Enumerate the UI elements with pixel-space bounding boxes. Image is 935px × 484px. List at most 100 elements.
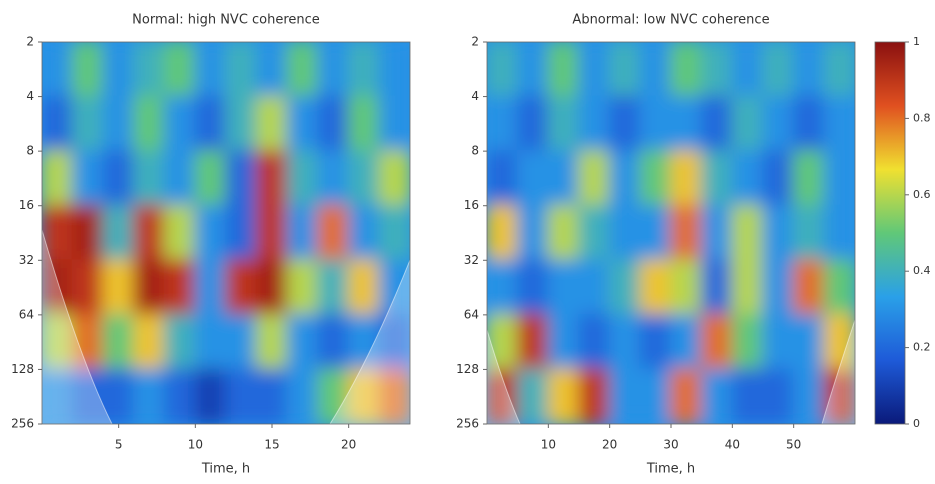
heat-cell bbox=[71, 150, 105, 207]
heat-cell bbox=[194, 368, 227, 424]
y-tick-label: 128 bbox=[456, 362, 479, 376]
heat-cell bbox=[823, 313, 855, 371]
heat-cell bbox=[670, 368, 703, 424]
heat-cell bbox=[317, 368, 350, 424]
heat-cell bbox=[71, 259, 105, 316]
heat-cell bbox=[670, 42, 703, 98]
heat-cell bbox=[286, 313, 319, 371]
heat-cell bbox=[317, 259, 350, 316]
y-tick-label: 32 bbox=[464, 253, 479, 267]
heat-cell bbox=[792, 368, 826, 424]
heat-cell bbox=[700, 259, 734, 316]
heat-cell bbox=[823, 42, 855, 98]
heat-cell bbox=[670, 95, 703, 153]
y-tick-label: 8 bbox=[26, 144, 34, 158]
colorbar-tick-label: 0.4 bbox=[913, 264, 931, 277]
heat-cell bbox=[670, 313, 703, 371]
heat-cell bbox=[516, 259, 550, 316]
heat-cell bbox=[700, 204, 734, 262]
y-tick-label: 4 bbox=[471, 89, 479, 103]
heat-cell bbox=[225, 313, 258, 371]
heat-cell bbox=[762, 42, 795, 98]
heat-cell bbox=[286, 259, 319, 316]
heatmap-clip bbox=[42, 42, 410, 424]
heat-cell bbox=[700, 368, 734, 424]
y-tick-label: 128 bbox=[11, 362, 34, 376]
heatmap bbox=[42, 42, 410, 424]
heat-cell bbox=[547, 259, 580, 316]
heat-cell bbox=[42, 42, 74, 98]
heat-cell bbox=[608, 42, 642, 98]
heat-cell bbox=[225, 42, 258, 98]
heat-cell bbox=[547, 204, 580, 262]
colorbar-tick-label: 0.2 bbox=[913, 341, 931, 354]
x-tick-label: 10 bbox=[541, 438, 556, 452]
heat-cell bbox=[578, 368, 611, 424]
colorbar-tick-label: 0.8 bbox=[913, 111, 931, 124]
heat-cell bbox=[378, 95, 410, 153]
heat-cell bbox=[163, 150, 197, 207]
heat-cell bbox=[102, 42, 135, 98]
heat-cell bbox=[608, 259, 642, 316]
heat-cell bbox=[347, 259, 381, 316]
heat-cell bbox=[487, 204, 519, 262]
x-tick-label: 10 bbox=[188, 438, 203, 452]
heat-cell bbox=[731, 204, 764, 262]
heat-cell bbox=[792, 313, 826, 371]
heat-cell bbox=[317, 42, 350, 98]
y-tick-label: 2 bbox=[26, 35, 34, 49]
y-tick-label: 16 bbox=[19, 198, 34, 212]
heat-cell bbox=[317, 204, 350, 262]
heat-cell bbox=[547, 42, 580, 98]
heat-cell bbox=[487, 95, 519, 153]
heat-cell bbox=[792, 150, 826, 207]
heat-cell bbox=[670, 150, 703, 207]
heat-cell bbox=[547, 150, 580, 207]
heat-cell bbox=[133, 368, 166, 424]
heat-cell bbox=[194, 150, 227, 207]
heat-cell bbox=[255, 368, 289, 424]
heat-cell bbox=[516, 150, 550, 207]
heat-cell bbox=[347, 95, 381, 153]
y-tick-label: 8 bbox=[471, 144, 479, 158]
y-tick-label: 16 bbox=[464, 198, 479, 212]
heat-cell bbox=[225, 150, 258, 207]
heat-cell bbox=[731, 42, 764, 98]
heat-cell bbox=[225, 204, 258, 262]
x-tick-label: 20 bbox=[602, 438, 617, 452]
y-tick-label: 64 bbox=[464, 307, 479, 321]
colorbar-tick-label: 0.6 bbox=[913, 188, 931, 201]
x-tick-label: 20 bbox=[341, 438, 356, 452]
heat-cell bbox=[487, 150, 519, 207]
heat-cell bbox=[378, 204, 410, 262]
heat-cell bbox=[347, 42, 381, 98]
heat-cell bbox=[347, 150, 381, 207]
heat-cell bbox=[347, 204, 381, 262]
heat-cell bbox=[762, 204, 795, 262]
heat-cell bbox=[823, 204, 855, 262]
heat-cell bbox=[255, 95, 289, 153]
heat-cell bbox=[71, 204, 105, 262]
heat-cell bbox=[516, 313, 550, 371]
heat-cell bbox=[823, 150, 855, 207]
heatmap bbox=[487, 42, 855, 424]
heat-cell bbox=[42, 150, 74, 207]
heat-cell bbox=[378, 368, 410, 424]
heat-cell bbox=[163, 259, 197, 316]
heat-cell bbox=[194, 95, 227, 153]
x-axis-label: Time, h bbox=[646, 462, 695, 477]
x-tick-label: 5 bbox=[115, 438, 123, 452]
heat-cell bbox=[194, 259, 227, 316]
heat-cell bbox=[516, 42, 550, 98]
x-tick-label: 40 bbox=[725, 438, 740, 452]
y-tick-label: 2 bbox=[471, 35, 479, 49]
heat-cell bbox=[792, 42, 826, 98]
heat-cell bbox=[255, 150, 289, 207]
heat-cell bbox=[792, 95, 826, 153]
colorbar-tick-label: 0 bbox=[913, 417, 920, 430]
heat-cell bbox=[547, 95, 580, 153]
colorbar-tick-label: 1 bbox=[913, 35, 920, 48]
heat-cell bbox=[71, 313, 105, 371]
plot-frame bbox=[41, 41, 411, 425]
heat-cell bbox=[286, 150, 319, 207]
